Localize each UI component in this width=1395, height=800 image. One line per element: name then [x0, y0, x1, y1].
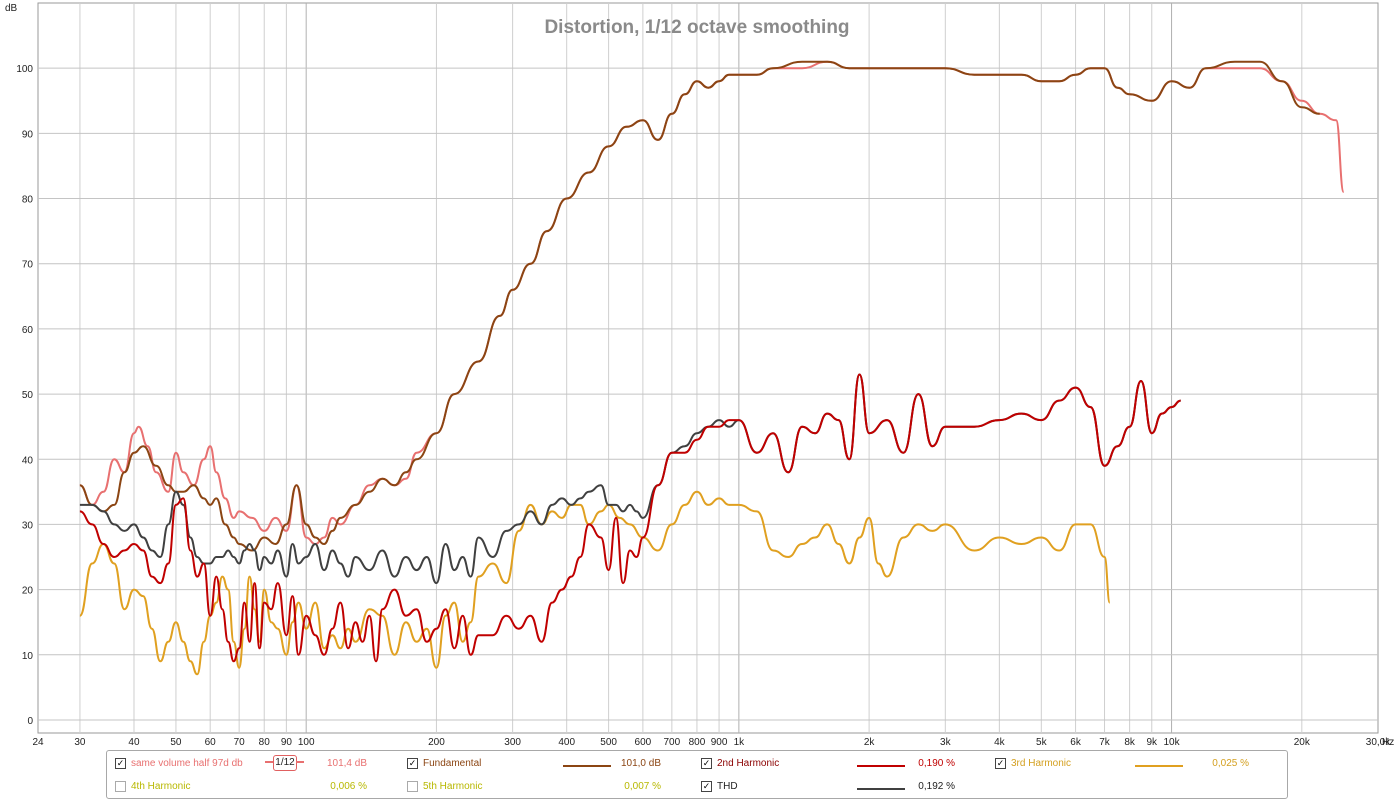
x-tick-label: 800: [689, 737, 706, 748]
x-tick-label: 100: [298, 737, 315, 748]
series-line-2nd-harmonic: [79, 373, 1181, 663]
legend-label: 4th Harmonic: [131, 781, 191, 792]
x-axis-labels: 24 30 40 50 60 70 80 90 100 200 300 400 500 600 700 800…: [32, 737, 1391, 748]
y-tick-label: 70: [22, 260, 34, 271]
legend-label: 3rd Harmonic: [1011, 758, 1072, 769]
legend-value: 0,007 %: [624, 781, 661, 792]
y-tick-label: 90: [22, 129, 34, 140]
legend-checkbox[interactable]: ✓: [995, 758, 1006, 769]
y-tick-label: 20: [22, 586, 34, 597]
legend-value: 0,025 %: [1212, 758, 1249, 769]
legend-value: 0,192 %: [918, 781, 955, 792]
x-tick-label: 400: [558, 737, 575, 748]
x-tick-label: 40: [128, 737, 140, 748]
legend-value: 101,0 dB: [620, 758, 661, 769]
legend-swatch: [296, 761, 304, 763]
chart-title: Distortion, 1/12 octave smoothing: [544, 17, 849, 38]
series-layer: [78, 60, 1345, 676]
x-tick-label: 600: [635, 737, 652, 748]
x-tick-label: 90: [281, 737, 293, 748]
y-tick-label: 100: [16, 64, 33, 75]
x-tick-label: 1k: [734, 737, 746, 748]
y-axis-unit: dB: [5, 3, 18, 14]
legend-value: 101,4 dB: [326, 758, 367, 769]
x-tick-label: 30: [74, 737, 86, 748]
series-line-fundamental: [79, 60, 1320, 552]
legend-label: 5th Harmonic: [423, 781, 483, 792]
x-tick-label: 20k: [1294, 737, 1311, 748]
y-axis-labels: 0 10 20 30 40 50 60 70 80 90 100: [16, 64, 33, 727]
x-tick-label: 700: [663, 737, 680, 748]
legend-value: 0,006 %: [330, 781, 367, 792]
legend-checkbox[interactable]: [115, 781, 126, 792]
series-line-3rd-harmonic: [78, 490, 1111, 676]
x-tick-label: 30,0k: [1366, 737, 1391, 748]
x-tick-label: 3k: [940, 737, 952, 748]
x-tick-label: 7k: [1099, 737, 1111, 748]
legend-checkbox[interactable]: ✓: [701, 758, 712, 769]
x-tick-label: 8k: [1124, 737, 1136, 748]
x-tick-label: 24: [32, 737, 44, 748]
legend-swatch: [1135, 765, 1183, 767]
y-tick-label: 40: [22, 455, 34, 466]
chart-grid: [37, 2, 1379, 734]
x-tick-label: 900: [711, 737, 728, 748]
legend-swatch: [857, 765, 905, 767]
legend-label: Fundamental: [423, 758, 482, 769]
legend-value: 0,190 %: [918, 758, 955, 769]
x-tick-label: 70: [234, 737, 246, 748]
legend-swatch: [857, 788, 905, 790]
legend-label: 2nd Harmonic: [717, 758, 780, 769]
legend-label: same volume half 97d db: [131, 758, 243, 769]
x-tick-label: 200: [428, 737, 445, 748]
legend: ✓ same volume half 97d db 1/12 101,4 dB …: [106, 750, 1288, 799]
x-tick-label: 500: [600, 737, 617, 748]
legend-checkbox[interactable]: ✓: [701, 781, 712, 792]
x-tick-label: 6k: [1070, 737, 1082, 748]
x-tick-label: 5k: [1036, 737, 1048, 748]
y-tick-label: 10: [22, 651, 34, 662]
x-tick-label: 80: [259, 737, 271, 748]
legend-checkbox[interactable]: ✓: [115, 758, 126, 769]
x-tick-label: 9k: [1146, 737, 1158, 748]
y-tick-label: 60: [22, 325, 34, 336]
x-tick-label: 50: [170, 737, 182, 748]
x-tick-label: 10k: [1163, 737, 1180, 748]
y-tick-label: 80: [22, 195, 34, 206]
y-tick-label: 50: [22, 390, 34, 401]
legend-swatch: [265, 761, 273, 763]
x-tick-label: 60: [205, 737, 217, 748]
y-tick-label: 0: [27, 716, 33, 727]
x-tick-label: 4k: [994, 737, 1006, 748]
legend-swatch: [563, 765, 611, 767]
legend-label: THD: [717, 781, 738, 792]
y-tick-label: 30: [22, 520, 34, 531]
x-tick-label: 300: [504, 737, 521, 748]
x-axis-unit: Hz: [1382, 737, 1394, 748]
legend-checkbox[interactable]: ✓: [407, 758, 418, 769]
x-tick-label: 2k: [864, 737, 876, 748]
legend-checkbox[interactable]: [407, 781, 418, 792]
smoothing-badge[interactable]: 1/12: [273, 755, 297, 771]
distortion-chart: 0 10 20 30 40 50 60 70 80 90 100 24 30 40 50 60 70 80 90 1…: [5, 2, 1394, 748]
